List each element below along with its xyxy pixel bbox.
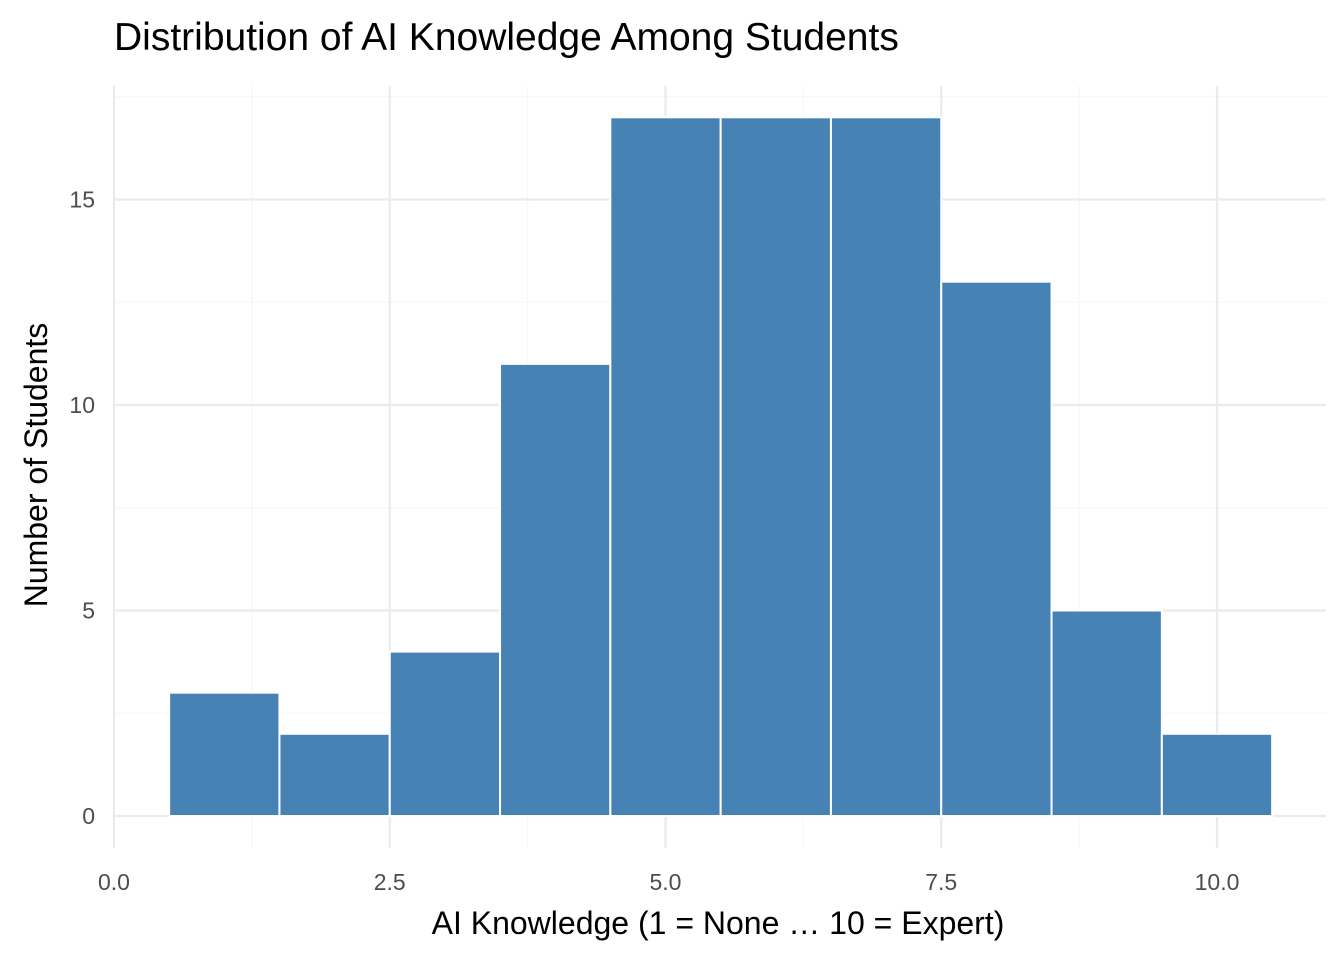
y-axis-title: Number of Students	[18, 323, 54, 608]
y-tick-label: 5	[82, 598, 95, 624]
histogram-bar	[1050, 609, 1163, 817]
histogram-bar	[499, 362, 612, 817]
histogram-bar	[719, 116, 832, 818]
y-tick-label: 15	[69, 187, 95, 213]
x-tick-label: 2.5	[374, 869, 406, 895]
x-tick-label: 0.0	[98, 869, 130, 895]
y-axis-ticks: 0 5 10 15	[69, 187, 95, 830]
chart-title: Distribution of AI Knowledge Among Stude…	[114, 16, 899, 59]
x-axis-ticks: 0.0 2.5 5.0 7.5 10.0	[98, 869, 1239, 895]
x-tick-label: 10.0	[1195, 869, 1240, 895]
y-tick-label: 0	[82, 803, 95, 829]
bars-group	[168, 116, 1274, 818]
histogram-bar	[940, 280, 1053, 817]
x-axis-title: AI Knowledge (1 = None … 10 = Expert)	[432, 905, 1005, 941]
histogram-bar	[278, 732, 391, 817]
histogram-bar	[829, 116, 943, 818]
histogram-bar	[609, 116, 722, 818]
histogram-bar	[168, 691, 281, 818]
y-tick-label: 10	[69, 392, 95, 418]
x-tick-label: 7.5	[925, 869, 957, 895]
histogram-bar	[388, 650, 502, 817]
x-tick-label: 5.0	[650, 869, 682, 895]
histogram-bar	[1160, 732, 1274, 817]
